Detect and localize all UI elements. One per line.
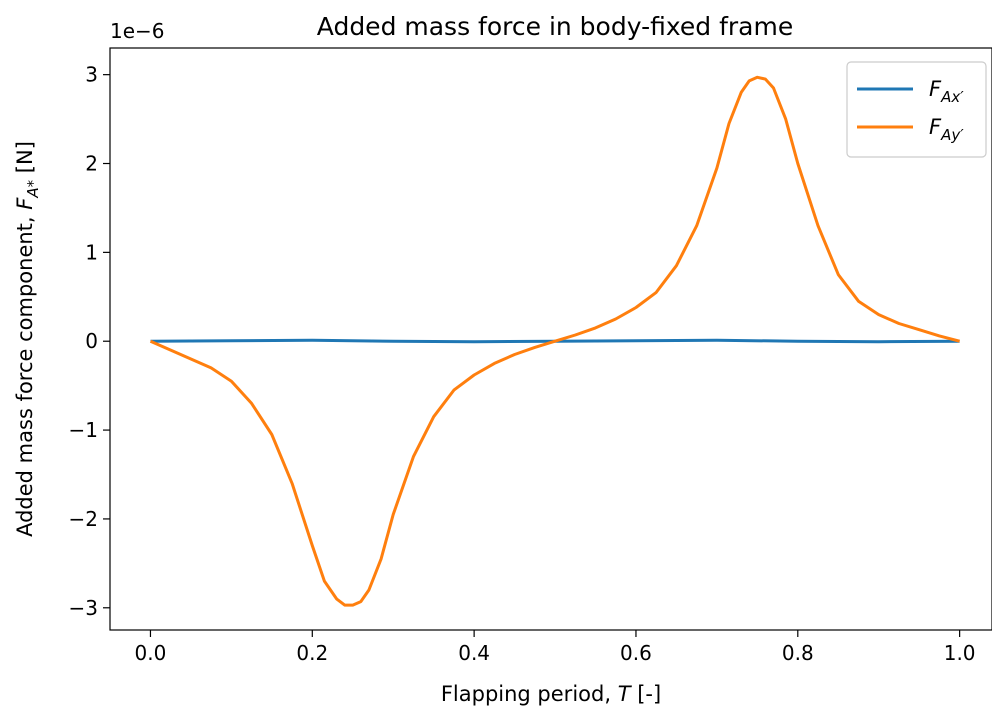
plot-frame (109, 47, 992, 631)
y-axis-label-symbol: F (13, 197, 37, 210)
y-tick-label: 1 (85, 240, 98, 264)
series-layer (149, 75, 960, 607)
x-axis-label: Flapping period, T [-] (441, 682, 661, 706)
y-axis-ticks: −3 −2 −1 0 1 2 3 (69, 63, 110, 620)
legend-box (846, 61, 987, 158)
y-tick-label: 0 (85, 329, 98, 353)
x-tick-label: 0.8 (782, 641, 814, 665)
y-tick-label: 2 (85, 152, 98, 176)
series-line-fay (149, 75, 960, 607)
y-tick-label: −1 (69, 418, 98, 442)
y-axis-label-part1: Added mass force component, (13, 210, 37, 537)
y-tick-label: 3 (85, 63, 98, 87)
x-axis-label-unit: [-] (631, 682, 662, 706)
y-axis-label-subscript: A* (24, 179, 42, 198)
y-axis-label-unit: [N] (13, 141, 37, 180)
x-tick-label: 0.4 (458, 641, 490, 665)
x-axis-label-part1: Flapping period, (441, 682, 618, 706)
y-axis-label: Added mass force component, FA* [N] (13, 141, 42, 537)
chart-title: Added mass force in body-fixed frame (317, 12, 793, 41)
x-tick-label: 0.2 (296, 641, 328, 665)
x-tick-label: 1.0 (944, 641, 976, 665)
x-axis-ticks: 0.0 0.2 0.4 0.6 0.8 1.0 (135, 630, 976, 665)
y-offset-label: 1e−6 (110, 19, 165, 43)
x-tick-label: 0.6 (620, 641, 652, 665)
legend: FAx′ FAy′ (846, 61, 987, 158)
y-tick-label: −3 (69, 596, 98, 620)
x-axis-label-symbol: T (618, 682, 633, 706)
y-tick-label: −2 (69, 507, 98, 531)
plot-area (109, 47, 992, 631)
x-tick-label: 0.0 (135, 641, 167, 665)
